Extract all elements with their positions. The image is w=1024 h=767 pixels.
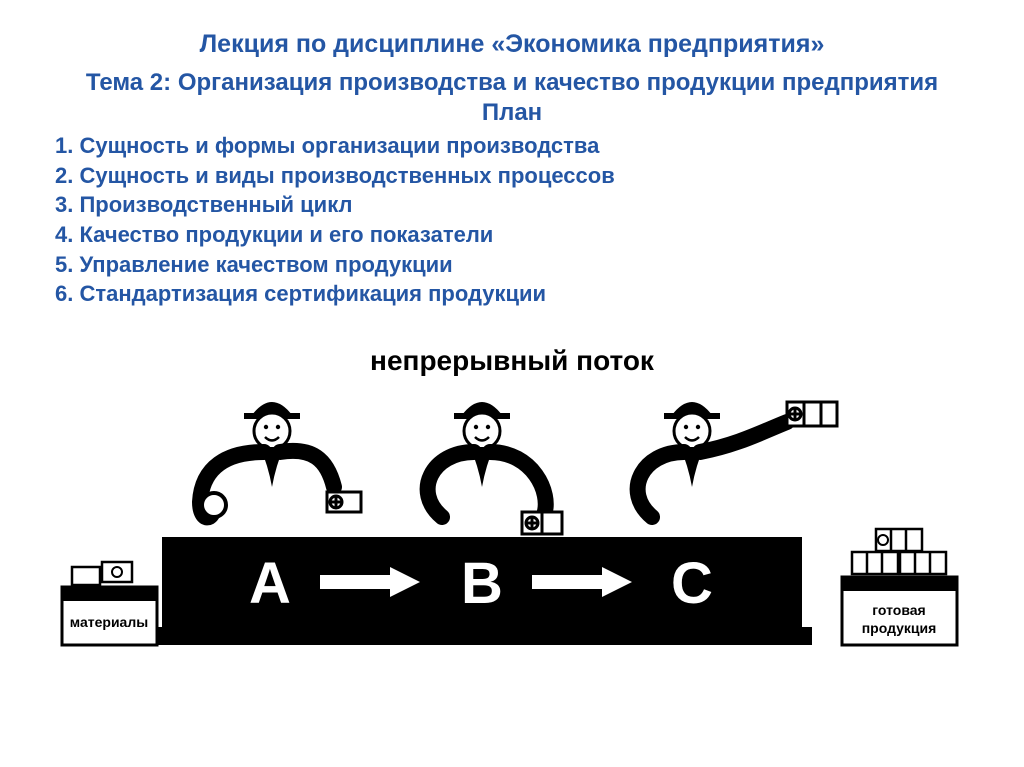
svg-text:В: В — [461, 551, 503, 616]
svg-text:С: С — [671, 551, 713, 616]
svg-text:готовая: готовая — [872, 602, 925, 618]
worker-icon — [638, 402, 837, 517]
diagram-title: непрерывный поток — [0, 345, 1024, 377]
svg-text:А: А — [249, 551, 291, 616]
plan-item: 3. Производственный цикл — [55, 190, 984, 220]
lecture-title: Лекция по дисциплине «Экономика предприя… — [40, 30, 984, 59]
worker-icon — [428, 402, 562, 534]
plan-list: 1. Сущность и формы организации производ… — [40, 131, 984, 309]
plan-item: 4. Качество продукции и его показатели — [55, 220, 984, 250]
conveyor-belt: А В С — [152, 537, 812, 645]
svg-text:продукция: продукция — [862, 620, 937, 636]
lecture-subtitle: Тема 2: Организация производства и качес… — [40, 69, 984, 97]
flow-diagram: непрерывный поток — [0, 345, 1024, 717]
worker-icon — [200, 402, 361, 517]
materials-box: материалы — [62, 562, 157, 645]
assembly-line-svg: А В С материалы г — [52, 387, 972, 717]
plan-item: 2. Сущность и виды производственных проц… — [55, 161, 984, 191]
svg-text:материалы: материалы — [70, 614, 148, 630]
plan-item: 5. Управление качеством продукции — [55, 250, 984, 280]
finished-products-box: готовая продукция — [842, 529, 957, 645]
plan-item: 6. Стандартизация сертификация продукции — [55, 279, 984, 309]
plan-item: 1. Сущность и формы организации производ… — [55, 131, 984, 161]
plan-heading: План — [40, 99, 984, 127]
